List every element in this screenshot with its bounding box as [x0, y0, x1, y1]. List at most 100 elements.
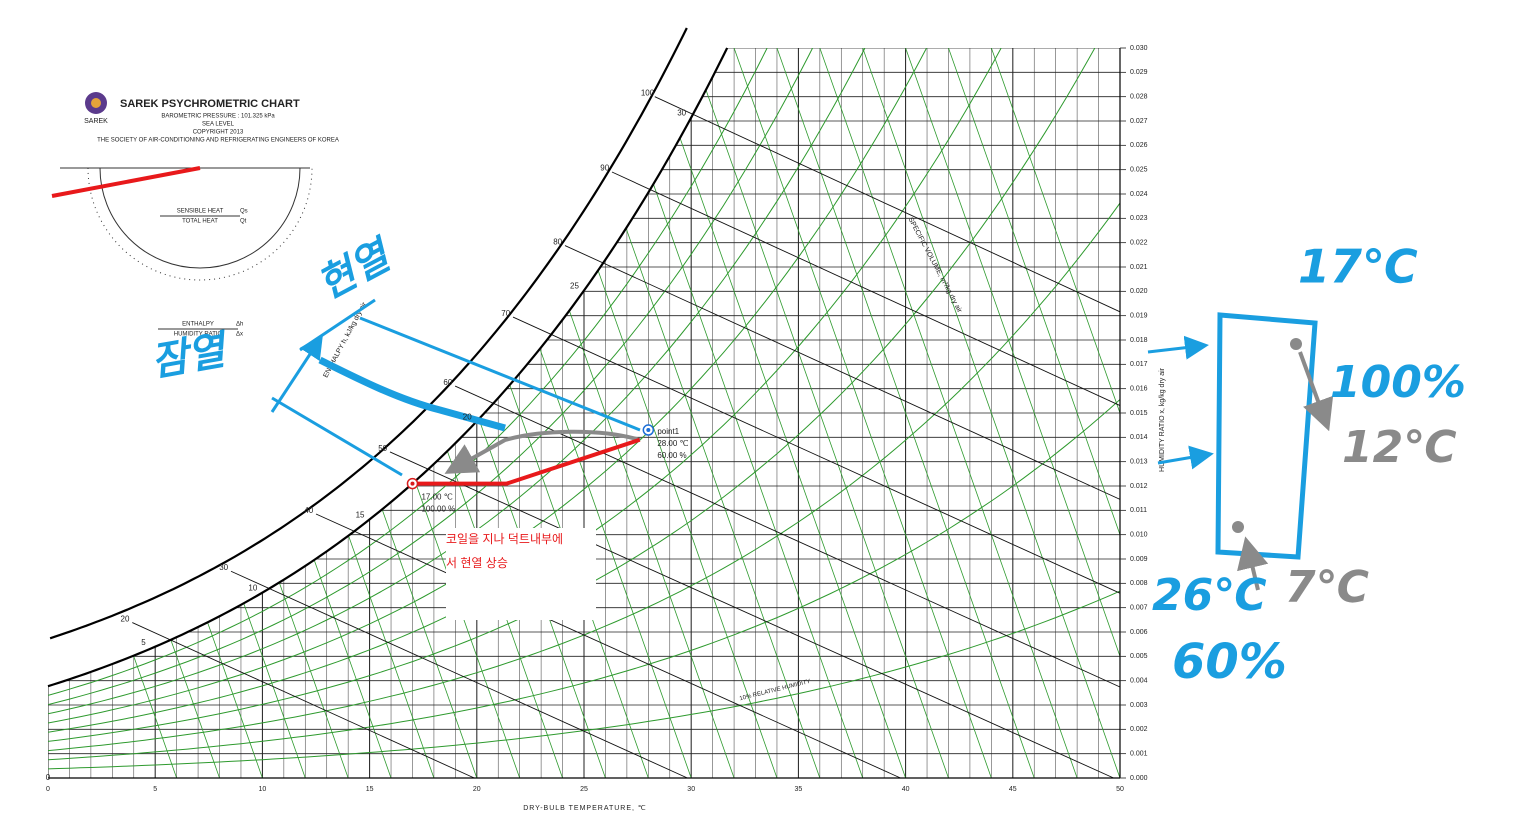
- y-tick-label: 0.005: [1130, 653, 1148, 660]
- hand-label: 26℃: [1152, 570, 1267, 621]
- point-name: point1: [657, 427, 679, 436]
- x-tick-label: 50: [1116, 786, 1124, 793]
- rh-curve: [48, 48, 1120, 696]
- rh-curve: [48, 48, 1120, 715]
- rh-curve: [48, 590, 1120, 770]
- hand-line: [299, 298, 376, 352]
- hand-scribble: [318, 356, 506, 432]
- wet-bulb-label: 5: [141, 638, 146, 647]
- y-tick-label: 0.003: [1130, 702, 1148, 709]
- enthalpy-line: [230, 570, 688, 779]
- volume-line: [990, 48, 1120, 778]
- y-tick-label: 0.008: [1130, 580, 1148, 587]
- y-tick-label: 0.021: [1130, 264, 1148, 271]
- enthalpy-label: 60: [443, 378, 452, 387]
- y-tick-label: 0.001: [1130, 751, 1148, 758]
- rh-curve: [48, 48, 1120, 706]
- hand-label: 7℃: [1285, 562, 1369, 613]
- enthalpy-label: 80: [553, 237, 562, 246]
- enthalpy-line: [564, 245, 1121, 500]
- state-point-core: [646, 428, 651, 433]
- y-tick-label: 0.004: [1130, 678, 1148, 685]
- title: SAREK PSYCHROMETRIC CHART: [120, 98, 300, 110]
- enthalpy-label: 90: [600, 164, 609, 173]
- society: THE SOCIETY OF AIR-CONDITIONING AND REFR…: [97, 138, 339, 144]
- y-tick-label: 0.018: [1130, 337, 1148, 344]
- y-tick-label: 0.000: [1130, 775, 1148, 782]
- y-tick-label: 0.012: [1130, 483, 1148, 490]
- hand-arrow: [444, 429, 641, 474]
- volume-line: [690, 48, 949, 778]
- duct-sketch: [1215, 312, 1318, 560]
- x-tick-label: 10: [259, 786, 267, 793]
- x-tick-label: 5: [153, 786, 157, 793]
- state-point-core: [410, 481, 415, 486]
- hand-arrow: [1298, 351, 1334, 432]
- note-text: 서 현열 상승: [446, 556, 508, 570]
- volume-title: SPECIFIC VOLUME, m³/kg dry air: [907, 216, 964, 314]
- volume-line: [862, 48, 1120, 778]
- hand-label: 100%: [1330, 357, 1466, 408]
- y-tick-label: 0.028: [1130, 94, 1148, 101]
- hand-arrow: [270, 334, 323, 413]
- y-tick-label: 0.023: [1130, 215, 1148, 222]
- enthalpy-label: 100: [641, 88, 655, 97]
- protractor-symbol: Qt: [240, 219, 247, 225]
- y-tick-label: 0.013: [1130, 459, 1148, 466]
- hand-line: [359, 316, 641, 432]
- protractor-label: TOTAL HEAT: [182, 219, 218, 225]
- x-tick-label: 20: [473, 786, 481, 793]
- hand-label: 12℃: [1342, 422, 1457, 473]
- x-tick-label: 40: [902, 786, 910, 793]
- y-tick-label: 0.030: [1130, 45, 1148, 52]
- rh-curve: [48, 48, 1120, 724]
- y-tick-label: 0.014: [1130, 434, 1148, 441]
- y-tick-label: 0.017: [1130, 361, 1148, 368]
- enthalpy-line: [512, 316, 1121, 594]
- x-tick-label: 45: [1009, 786, 1017, 793]
- rh-curve: [48, 399, 1120, 761]
- enthalpy-label: 20: [121, 614, 130, 623]
- x-tick-label: 30: [687, 786, 695, 793]
- hand-label: 60%: [1172, 634, 1287, 690]
- note-box: [446, 528, 596, 620]
- y-tick-label: 0.015: [1130, 410, 1148, 417]
- x-tick-label: 35: [795, 786, 803, 793]
- enthalpy-line: [389, 451, 1114, 779]
- logo-text: SAREK: [84, 118, 108, 125]
- ratio-label: ENTHALPY: [182, 322, 214, 328]
- y-tick-label: 0.002: [1130, 726, 1148, 733]
- wet-bulb-label: 25: [570, 282, 579, 291]
- enthalpy-label: 50: [378, 444, 387, 453]
- volume-line: [776, 48, 1035, 778]
- y-tick-label: 0.027: [1130, 118, 1148, 125]
- ratio-symbol: Δx: [236, 332, 243, 338]
- volume-line: [733, 48, 992, 778]
- protractor-arc: [87, 167, 313, 281]
- x-tick-label: 25: [580, 786, 588, 793]
- y-tick-label: 0.010: [1130, 532, 1148, 539]
- hand-label: 잠열: [148, 327, 233, 386]
- pressure: BAROMETRIC PRESSURE : 101.325 kPa: [161, 114, 275, 120]
- protractor-label: SENSIBLE HEAT: [177, 209, 224, 215]
- enthalpy-label: 0: [46, 773, 51, 782]
- wet-bulb-label: 15: [356, 511, 365, 520]
- y-tick-label: 0.026: [1130, 142, 1148, 149]
- saturation-curve: [47, 47, 729, 688]
- point-temp: 17.00 ℃: [421, 493, 452, 502]
- enthalpy-line: [454, 385, 1121, 688]
- enthalpy-scale-curve: [49, 27, 688, 640]
- protractor-arc: [99, 167, 301, 269]
- volume-line: [905, 48, 1120, 778]
- hand-arrow: [1157, 445, 1214, 470]
- y-tick-label: 0.016: [1130, 386, 1148, 393]
- ratio-symbol: Δh: [236, 322, 243, 328]
- enthalpy-line: [611, 171, 1121, 406]
- y-tick-label: 0.007: [1130, 605, 1148, 612]
- logo-core: [91, 98, 101, 108]
- enthalpy-line: [654, 96, 1121, 313]
- wet-bulb-label: 10: [248, 584, 257, 593]
- y-tick-label: 0.019: [1130, 313, 1148, 320]
